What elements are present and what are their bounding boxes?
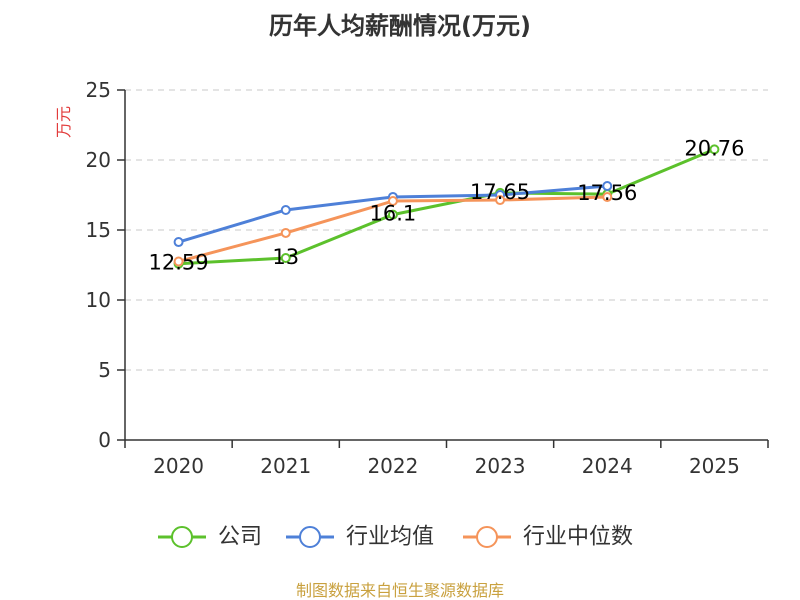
data-label: 20.76: [684, 136, 744, 160]
legend-label: 行业中位数: [523, 525, 633, 550]
data-label: 12.59: [149, 251, 209, 275]
source-note: 制图数据来自恒生聚源数据库: [296, 581, 504, 600]
data-label: 16.1: [370, 202, 417, 226]
data-point[interactable]: [495, 195, 506, 206]
x-tick-label: 2024: [582, 454, 633, 478]
legend-item[interactable]: 行业中位数: [463, 525, 633, 550]
data-point[interactable]: [387, 196, 398, 207]
y-tick-label: 10: [86, 288, 111, 312]
legend-circle-icon: [476, 526, 498, 548]
x-tick-label: 2025: [689, 454, 740, 478]
data-label: 17.65: [470, 180, 530, 204]
y-tick-label: 5: [98, 358, 111, 382]
data-point[interactable]: [173, 256, 184, 267]
legend-item[interactable]: 公司: [158, 525, 262, 550]
y-tick-label: 0: [98, 428, 111, 452]
series-group: [173, 144, 720, 269]
y-tick-label: 25: [86, 78, 111, 102]
data-point[interactable]: [387, 209, 398, 220]
data-point[interactable]: [280, 204, 291, 215]
data-point[interactable]: [709, 144, 720, 155]
data-point[interactable]: [602, 181, 613, 192]
series-line-0: [178, 147, 715, 266]
legend-circle-icon: [299, 526, 321, 548]
legend[interactable]: 公司 行业均值 行业中位数: [158, 525, 633, 550]
data-point[interactable]: [173, 237, 184, 248]
legend-item[interactable]: 行业均值: [286, 525, 434, 550]
chart-title: 历年人均薪酬情况(万元): [269, 12, 531, 40]
y-axis-label: 万元: [54, 106, 73, 138]
legend-label: 公司: [218, 525, 262, 550]
data-label: 13: [272, 245, 299, 269]
data-label: 17.56: [577, 181, 637, 205]
x-tick-label: 2020: [153, 454, 204, 478]
x-tick-label: 2023: [475, 454, 526, 478]
data-labels: 12.59 13 16.1 17.65 17.56 20.76: [149, 136, 745, 274]
y-tick-label: 20: [86, 148, 111, 172]
legend-label: 行业均值: [346, 525, 434, 550]
y-tick-label: 15: [86, 218, 111, 242]
data-point[interactable]: [602, 191, 613, 202]
data-point[interactable]: [280, 227, 291, 238]
grid-lines: [125, 89, 768, 371]
x-tick-label: 2021: [260, 454, 311, 478]
x-tick-label: 2022: [367, 454, 418, 478]
legend-circle-icon: [171, 526, 193, 548]
data-point[interactable]: [280, 253, 291, 263]
